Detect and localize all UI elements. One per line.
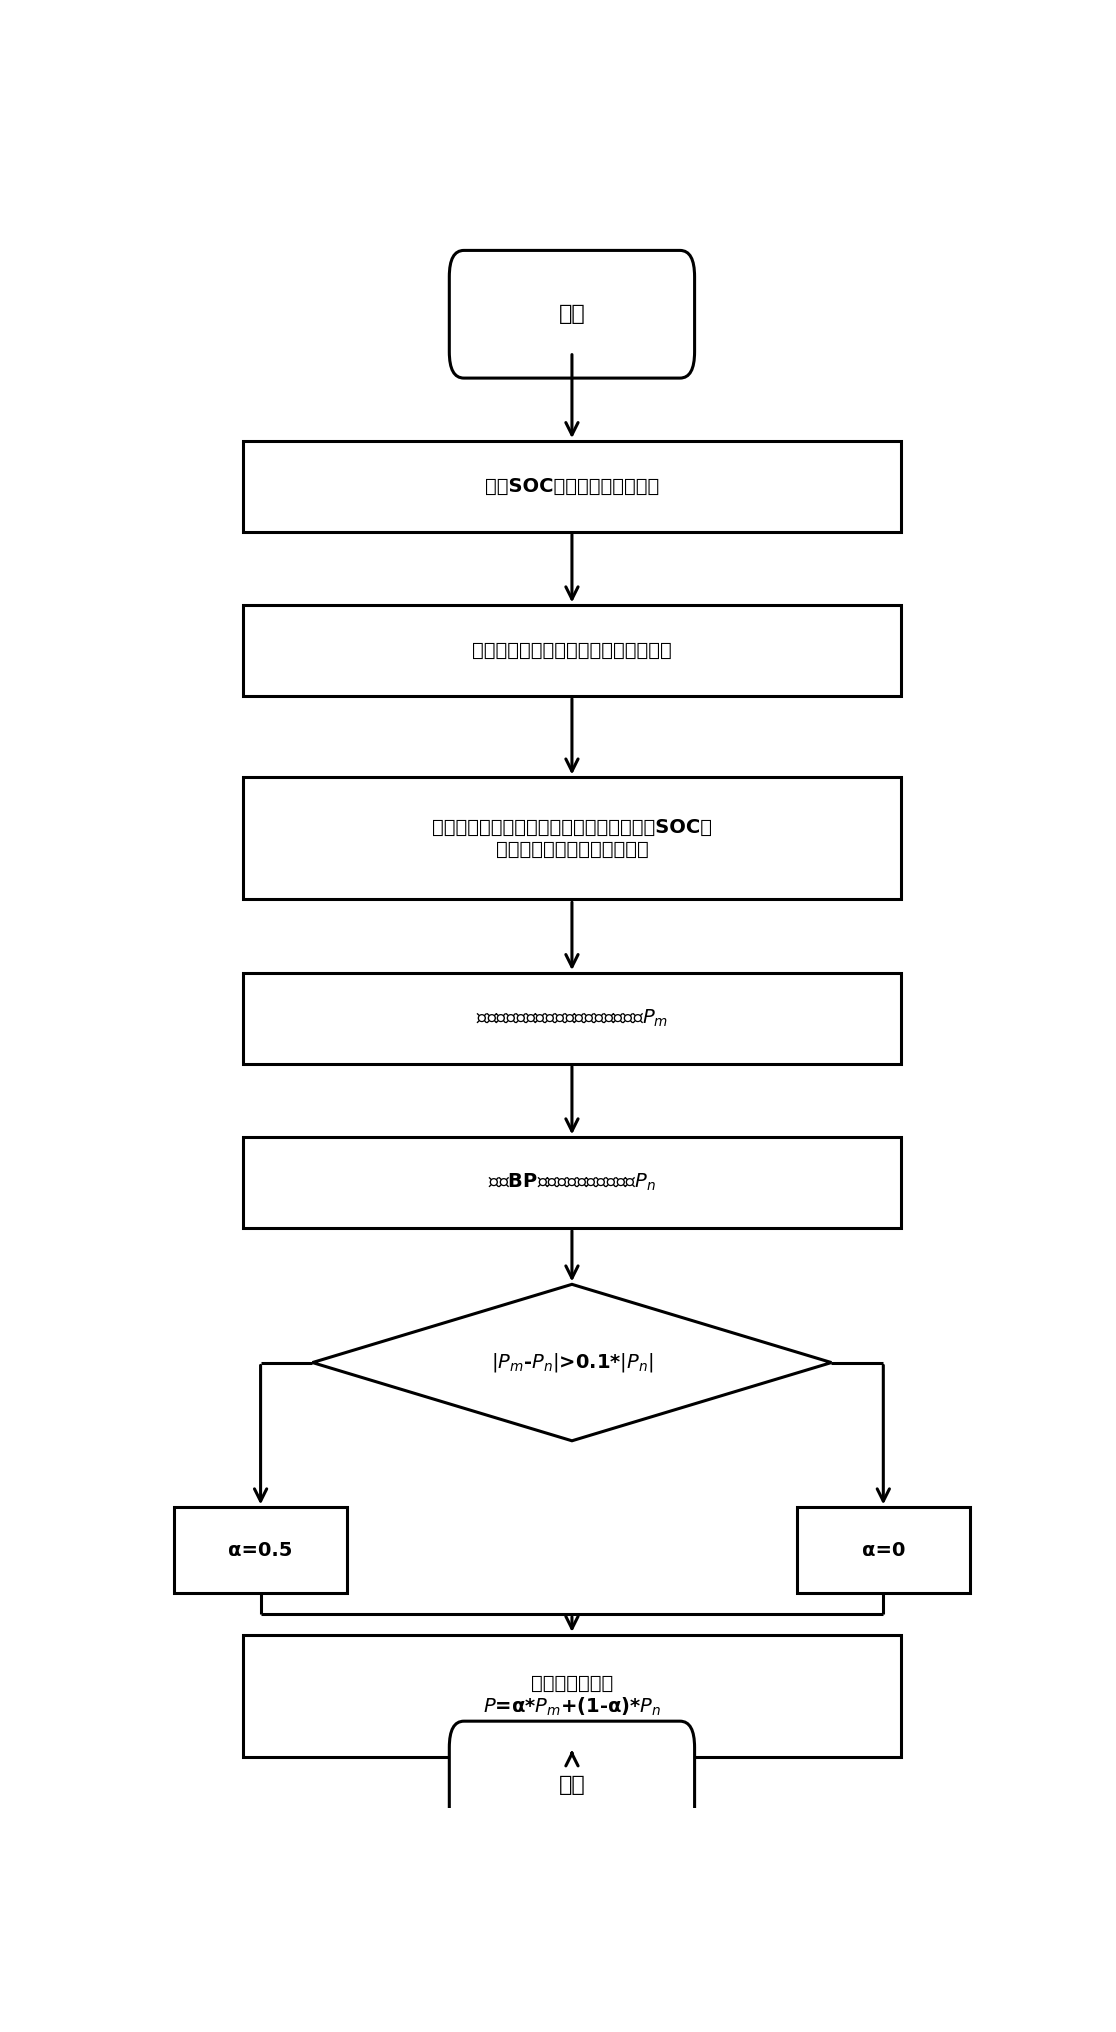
Text: 基于等效电路模型的持续峰値电流估计: 基于等效电路模型的持续峰値电流估计 bbox=[472, 642, 672, 660]
Bar bbox=[797, 1508, 970, 1593]
Text: α=0: α=0 bbox=[862, 1540, 905, 1561]
Bar bbox=[243, 606, 901, 697]
Text: 求同时满足电池动态电压特性、电流限値、SOC、
温度等约束条件下的峰値电流: 求同时满足电池动态电压特性、电流限値、SOC、 温度等约束条件下的峰値电流 bbox=[432, 819, 712, 860]
Text: 基于BP神经网络峰値功率预测$P_n$: 基于BP神经网络峰値功率预测$P_n$ bbox=[488, 1172, 656, 1193]
Polygon shape bbox=[312, 1284, 831, 1441]
Text: 基于SOC的持续峰値功率估计: 基于SOC的持续峰値功率估计 bbox=[484, 478, 660, 496]
Text: 结束: 结束 bbox=[559, 1776, 585, 1794]
Bar bbox=[243, 1138, 901, 1227]
Bar bbox=[243, 973, 901, 1063]
Text: 计算多参数约束的锂电池峰値功率估计$P_m$: 计算多参数约束的锂电池峰値功率估计$P_m$ bbox=[475, 1008, 668, 1028]
Text: α=0.5: α=0.5 bbox=[229, 1540, 292, 1561]
Bar bbox=[243, 1636, 901, 1758]
FancyBboxPatch shape bbox=[450, 1721, 694, 1849]
Bar bbox=[174, 1508, 347, 1593]
Bar bbox=[243, 441, 901, 532]
Bar bbox=[243, 778, 901, 900]
FancyBboxPatch shape bbox=[450, 250, 694, 378]
Text: 实际功率预测値
$P$=α*$P_m$+(1-α)*$P_n$: 实际功率预测値 $P$=α*$P_m$+(1-α)*$P_n$ bbox=[483, 1674, 661, 1719]
Text: $|P_m$-$P_n|$>0.1*$|P_n|$: $|P_m$-$P_n|$>0.1*$|P_n|$ bbox=[491, 1351, 653, 1374]
Text: 开始: 开始 bbox=[559, 305, 585, 325]
